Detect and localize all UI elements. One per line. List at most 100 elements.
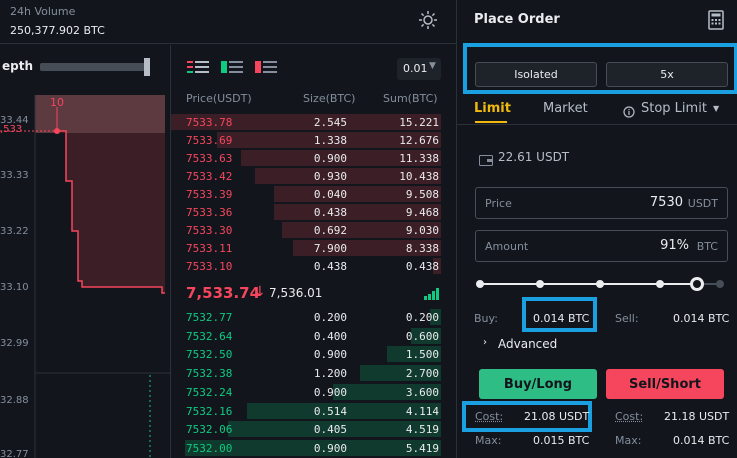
depth-y-tick: 33.33 [0, 170, 29, 181]
tab-market[interactable]: Market [543, 101, 588, 116]
depth-y-tick: 33.10 [0, 282, 29, 293]
settings-icon[interactable] [418, 10, 438, 30]
amount-value[interactable]: 91% [660, 238, 689, 253]
slider-step[interactable] [716, 280, 724, 288]
bid-sum: 0.200 [406, 311, 439, 324]
volume-value: 250,377.902 BTC [10, 24, 105, 37]
depth-marker-label: 10 [50, 96, 64, 109]
ask-price: 7533.63 [186, 152, 232, 165]
bid-price: 7532.24 [186, 386, 232, 399]
ask-row[interactable]: 7533.39 0.040 9.508 [171, 185, 457, 203]
slider-step[interactable] [656, 280, 664, 288]
ask-sum: 0.438 [406, 260, 439, 273]
price-value[interactable]: 7530 [650, 195, 683, 210]
chevron-down-icon[interactable]: ▼ [713, 104, 719, 113]
depth-chart: epth 10 ,533 33.44 33.33 33.22 33.10 32.… [0, 45, 170, 458]
signal-icon [424, 285, 440, 297]
amount-field[interactable]: Amount 91% BTC [475, 230, 728, 262]
precision-value: 0.01 [403, 62, 428, 75]
bid-row[interactable]: 7532.16 0.514 4.114 [171, 402, 457, 420]
tab-limit[interactable]: Limit [474, 101, 511, 116]
leverage-button[interactable]: 5x [606, 62, 728, 87]
ask-price: 7533.10 [186, 260, 232, 273]
sell-qty-label: Sell: [615, 312, 639, 325]
calculator-icon[interactable] [708, 10, 724, 30]
bid-price: 7532.38 [186, 367, 232, 380]
bid-row[interactable]: 7532.50 0.900 1.500 [171, 345, 457, 363]
info-icon[interactable] [623, 103, 635, 115]
precision-select[interactable]: 0.01 ▼ [397, 58, 441, 80]
cost-buy-value: 21.08 USDT [524, 410, 589, 423]
available-balance: 22.61 USDT [498, 150, 569, 164]
col-price: Price(USDT) [186, 92, 252, 105]
ask-row[interactable]: 7533.30 0.692 9.030 [171, 221, 457, 239]
slider-step[interactable] [536, 280, 544, 288]
price-field[interactable]: Price 7530 USDT [475, 187, 728, 219]
ask-size: 0.692 [314, 224, 347, 237]
market-header: 24h Volume 250,377.902 BTC [0, 0, 456, 44]
wallet-icon [479, 151, 493, 162]
mark-price: 7,536.01 [269, 286, 322, 300]
volume-label: 24h Volume [10, 5, 75, 18]
ask-size: 0.900 [314, 152, 347, 165]
book-both-icon[interactable] [187, 60, 209, 76]
depth-ask-area [57, 131, 165, 293]
ask-size: 1.338 [314, 134, 347, 147]
bid-row[interactable]: 7532.00 0.900 5.419 [171, 439, 457, 457]
bid-price: 7532.77 [186, 311, 232, 324]
ask-price: 7533.39 [186, 188, 232, 201]
bid-row[interactable]: 7532.64 0.400 0.600 [171, 327, 457, 345]
depth-y-tick: 32.99 [0, 338, 29, 349]
amount-slider[interactable] [475, 276, 731, 292]
ask-sum: 8.338 [406, 242, 439, 255]
amount-unit: BTC [697, 240, 718, 253]
sell-qty-value: 0.014 BTC [673, 312, 729, 325]
margin-mode-button[interactable]: Isolated [475, 62, 597, 87]
ask-sum: 9.030 [406, 224, 439, 237]
bid-size: 0.405 [314, 423, 347, 436]
col-size: Size(BTC) [303, 92, 355, 105]
bids-list: 7532.77 0.200 0.200 7532.64 0.400 0.600 7532.5… [171, 308, 457, 458]
bid-row[interactable]: 7532.24 0.900 3.600 [171, 383, 457, 401]
buy-long-button[interactable]: Buy/Long [479, 369, 597, 399]
slider-step[interactable] [476, 280, 484, 288]
bid-price: 7532.50 [186, 348, 232, 361]
bid-row[interactable]: 7532.38 1.200 2.700 [171, 364, 457, 382]
bid-price: 7532.64 [186, 330, 232, 343]
ask-size: 0.040 [314, 188, 347, 201]
buy-qty-value: 0.014 BTC [533, 312, 589, 325]
ask-row[interactable]: 7533.69 1.338 12.676 [171, 131, 457, 149]
amount-label: Amount [485, 240, 528, 253]
ask-row[interactable]: 7533.42 0.930 10.438 [171, 167, 457, 185]
buy-qty-label: Buy: [474, 312, 498, 325]
ask-row[interactable]: 7533.10 0.438 0.438 [171, 257, 457, 275]
bid-sum: 1.500 [406, 348, 439, 361]
sell-short-button[interactable]: Sell/Short [606, 369, 724, 399]
book-bids-icon[interactable] [221, 60, 243, 76]
depth-y-tick: 33.44 [0, 115, 29, 126]
max-sell-value: 0.014 BTC [673, 434, 729, 447]
tab-active-indicator [475, 121, 507, 123]
depth-y-tick: 32.77 [0, 449, 29, 458]
ask-row[interactable]: 7533.36 0.438 9.468 [171, 203, 457, 221]
advanced-toggle[interactable]: Advanced [498, 337, 557, 351]
ask-row[interactable]: 7533.78 2.545 15.221 [171, 113, 457, 131]
chevron-right-icon[interactable]: › [483, 337, 487, 348]
slider-step[interactable] [596, 280, 604, 288]
ask-size: 2.545 [314, 116, 347, 129]
tab-stop-limit[interactable]: Stop Limit [641, 101, 707, 116]
cost-sell-label[interactable]: Cost: [615, 410, 643, 423]
slider-thumb[interactable] [690, 277, 704, 291]
book-asks-icon[interactable] [255, 60, 277, 76]
ask-row[interactable]: 7533.11 7.900 8.338 [171, 239, 457, 257]
ask-row[interactable]: 7533.63 0.900 11.338 [171, 149, 457, 167]
max-sell-label: Max: [615, 434, 641, 447]
bid-row[interactable]: 7532.77 0.200 0.200 [171, 308, 457, 326]
chevron-down-icon: ▼ [429, 61, 436, 71]
bid-sum: 0.600 [406, 330, 439, 343]
bid-row[interactable]: 7532.06 0.405 4.519 [171, 420, 457, 438]
cost-buy-label[interactable]: Cost: [475, 410, 503, 423]
bid-sum: 3.600 [406, 386, 439, 399]
ask-size: 0.438 [314, 206, 347, 219]
ask-price: 7533.30 [186, 224, 232, 237]
